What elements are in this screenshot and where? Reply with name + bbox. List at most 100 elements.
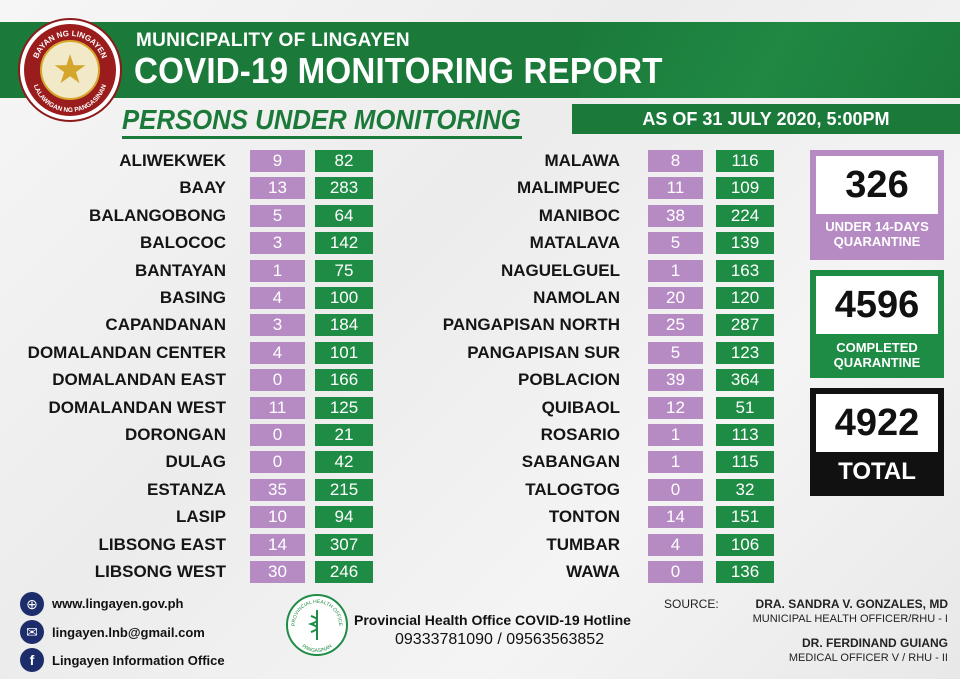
completed-count-cell: 109 [716,177,774,200]
source1-name: DRA. SANDRA V. GONZALES, MD [755,597,948,611]
barangay-name: POBLACION [518,370,620,390]
barangay-name: MATALAVA [529,233,620,253]
barangay-row: SABANGAN 1 115 [0,451,960,474]
current-count-cell: 4 [250,287,305,309]
municipal-seal-icon: BAYAN NG LINGAYEN LALAWIGAN NG PANGASINA… [18,18,122,122]
barangay-name: NAMOLAN [533,288,620,307]
completed-count-cell: 123 [716,341,774,364]
barangay-row: BASING 4 100 [0,287,960,309]
barangay-row: NAGUELGUEL 1 163 [0,259,960,282]
current-count-cell: 11 [250,396,305,419]
barangay-name: MALAWA [544,151,620,170]
barangay-row: NAMOLAN 20 120 [0,287,960,309]
completed-count-cell: 246 [315,561,373,583]
barangay-name: PANGAPISAN SUR [467,342,620,362]
barangay-name: MANIBOC [538,205,620,225]
section-title: PERSONS UNDER MONITORING [122,104,521,135]
as-of-date: AS OF 31 JULY 2020, 5:00PM [572,104,960,134]
completed-count-cell: 283 [315,177,373,200]
barangay-row: ALIWEKWEK 9 82 [0,150,960,172]
quarantine-label-1: UNDER 14-DAYS [825,219,929,234]
barangay-row: PANGAPISAN NORTH 25 287 [0,314,960,337]
completed-count-cell: 21 [315,424,373,446]
barangay-row: TONTON 14 151 [0,506,960,529]
current-count-cell: 13 [250,177,305,200]
globe-icon: ⊕ [20,592,44,616]
completed-count-cell: 215 [315,478,373,501]
barangay-row: DOMALANDAN WEST 11 125 [0,396,960,419]
barangay-name: DULAG [165,452,226,472]
current-count-cell: 39 [648,369,703,392]
barangay-row: ROSARIO 1 113 [0,424,960,446]
barangay-name: MALIMPUEC [517,178,620,198]
quarantine-value: 326 [816,156,938,214]
current-count-cell: 9 [250,150,305,172]
completed-count-cell: 116 [716,150,774,172]
current-count-cell: 38 [648,204,703,227]
barangay-name: PANGAPISAN NORTH [442,315,620,335]
quarantine-box: 326 UNDER 14-DAYS QUARANTINE [810,150,944,260]
barangay-name: CAPANDANAN [105,315,226,335]
source2-name: DR. FERDINAND GUIANG [802,636,948,650]
barangay-name: DORONGAN [124,425,226,444]
barangay-row: DOMALANDAN CENTER 4 101 [0,341,960,364]
hotline-title: Provincial Health Office COVID-19 Hotlin… [354,612,631,628]
current-count-cell: 0 [250,424,305,446]
quarantine-label-2: QUARANTINE [833,234,921,249]
barangay-name: BANTAYAN [134,260,226,280]
completed-count-cell: 166 [315,369,373,392]
barangay-name: TONTON [548,507,620,527]
barangay-name: LASIP [175,507,226,527]
barangay-row: DOMALANDAN EAST 0 166 [0,369,960,392]
barangay-row: BANTAYAN 1 75 [0,259,960,282]
website-link[interactable]: www.lingayen.gov.ph [52,596,184,611]
facebook-link[interactable]: Lingayen Information Office [52,653,225,668]
barangay-name: NAGUELGUEL [501,260,620,280]
email-link[interactable]: lingayen.lnb@gmail.com [52,625,205,640]
current-count-cell: 30 [250,561,305,583]
current-count-cell: 4 [648,533,703,556]
barangay-row: DULAG 0 42 [0,451,960,474]
barangay-row: BALANGOBONG 5 64 [0,204,960,227]
current-count-cell: 1 [648,424,703,446]
current-count-cell: 5 [648,232,703,255]
barangay-name: SABANGAN [521,452,620,472]
barangay-row: MALIMPUEC 11 109 [0,177,960,200]
completed-count-cell: 125 [315,396,373,419]
barangay-name: TUMBAR [546,534,620,554]
current-count-cell: 5 [250,204,305,227]
completed-count-cell: 287 [716,314,774,337]
barangay-row: LIBSONG EAST 14 307 [0,533,960,556]
hotline-numbers: 09333781090 / 09563563852 [395,631,605,648]
current-count-cell: 1 [250,259,305,282]
barangay-name: QUIBAOL [541,397,620,417]
report-title: COVID-19 MONITORING REPORT [134,50,663,91]
completed-label-2: QUARANTINE [833,355,921,370]
barangay-row: CAPANDANAN 3 184 [0,314,960,337]
total-box: 4922 TOTAL [810,388,944,496]
barangay-row: PANGAPISAN SUR 5 123 [0,341,960,364]
current-count-cell: 0 [648,478,703,501]
mail-icon: ✉ [20,620,44,644]
municipality-label: MUNICIPALITY OF LINGAYEN [136,30,410,51]
barangay-row: MANIBOC 38 224 [0,204,960,227]
completed-count-cell: 82 [315,150,373,172]
completed-count-cell: 151 [716,506,774,529]
svg-text:PANGASINAN: PANGASINAN [301,643,334,654]
completed-count-cell: 142 [315,232,373,255]
completed-count-cell: 75 [315,259,373,282]
barangay-row: LIBSONG WEST 30 246 [0,561,960,583]
barangay-row: TALOGTOG 0 32 [0,478,960,501]
barangay-name: DOMALANDAN EAST [52,370,226,390]
current-count-cell: 10 [250,506,305,529]
barangay-row: DORONGAN 0 21 [0,424,960,446]
completed-label-1: COMPLETED [836,340,918,355]
source2-title: MEDICAL OFFICER V / RHU - II [788,652,948,664]
current-count-cell: 1 [648,451,703,474]
total-label: TOTAL [838,458,916,485]
current-count-cell: 14 [648,506,703,529]
completed-count-cell: 163 [716,259,774,282]
completed-count-cell: 184 [315,314,373,337]
completed-count-cell: 32 [716,478,774,501]
facebook-icon: f [20,648,44,672]
